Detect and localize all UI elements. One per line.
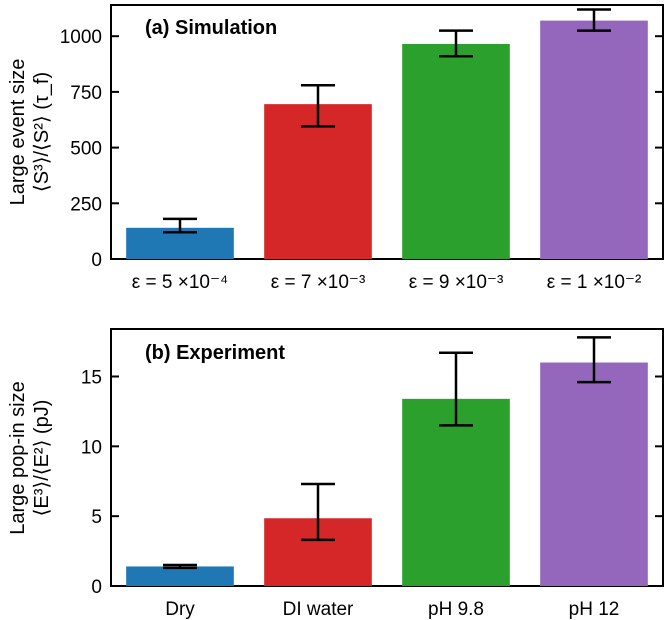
x-tick-label-b-0: Dry: [165, 599, 195, 620]
bars-a: [126, 20, 648, 259]
panel-experiment: (b) Experiment Large pop-in size ⟨E³⟩/⟨E…: [7, 328, 664, 620]
y-axis-label-a-line1: Large event size: [7, 59, 29, 206]
bar-b-3: [540, 362, 648, 586]
x-tick-label-a-3: ε = 1 ×10⁻²: [547, 272, 642, 293]
plot-frame-a: [110, 4, 664, 260]
panel-title-a: (a) Simulation: [145, 17, 277, 39]
y-tick-label-b-3: 15: [81, 367, 102, 388]
y-tick-label-a-1: 250: [70, 194, 102, 215]
x-tick-label-a-2: ε = 9 ×10⁻³: [409, 272, 504, 293]
panel-simulation: (a) Simulation Large event size ⟨S³⟩/⟨S²…: [7, 4, 664, 293]
xticks-b: Dry DI water pH 9.8 pH 12: [165, 599, 619, 620]
x-tick-label-b-1: DI water: [283, 599, 354, 620]
bar-b-0: [126, 566, 234, 586]
errorbars-b: [163, 336, 611, 570]
y-tick-label-b-0: 0: [91, 577, 102, 598]
yticks-a: 0 250 500 750 1000: [60, 27, 663, 271]
xticks-a: ε = 5 ×10⁻⁴ ε = 7 ×10⁻³ ε = 9 ×10⁻³ ε = 1 ×…: [132, 272, 641, 293]
bar-a-2: [402, 43, 510, 259]
y-axis-label-a-line2: ⟨S³⟩/⟨S²⟩ (τ_f): [31, 72, 53, 192]
x-tick-label-a-1: ε = 7 ×10⁻³: [271, 272, 366, 293]
y-axis-label-b-line1: Large pop-in size: [7, 381, 29, 534]
y-tick-label-a-0: 0: [91, 250, 102, 271]
y-tick-label-a-2: 500: [70, 139, 102, 160]
bars-b: [126, 362, 648, 586]
y-tick-label-a-4: 1000: [60, 27, 102, 48]
y-tick-label-b-1: 5: [91, 507, 102, 528]
panel-title-b: (b) Experiment: [145, 342, 285, 364]
bar-b-2: [402, 398, 510, 586]
yticks-b: 0 5 10 15: [81, 367, 663, 598]
x-tick-label-b-2: pH 9.8: [428, 599, 484, 620]
plot-frame-b: [110, 328, 664, 587]
y-tick-label-b-2: 10: [81, 437, 102, 458]
x-tick-label-b-3: pH 12: [569, 599, 620, 620]
x-tick-label-a-0: ε = 5 ×10⁻⁴: [132, 272, 228, 293]
bar-a-1: [264, 104, 372, 259]
y-tick-label-a-3: 750: [70, 83, 102, 104]
bar-a-3: [540, 20, 648, 259]
errorbars-a: [163, 8, 611, 234]
y-axis-label-b-line2: ⟨E³⟩/⟨E²⟩ (pJ): [31, 400, 53, 517]
